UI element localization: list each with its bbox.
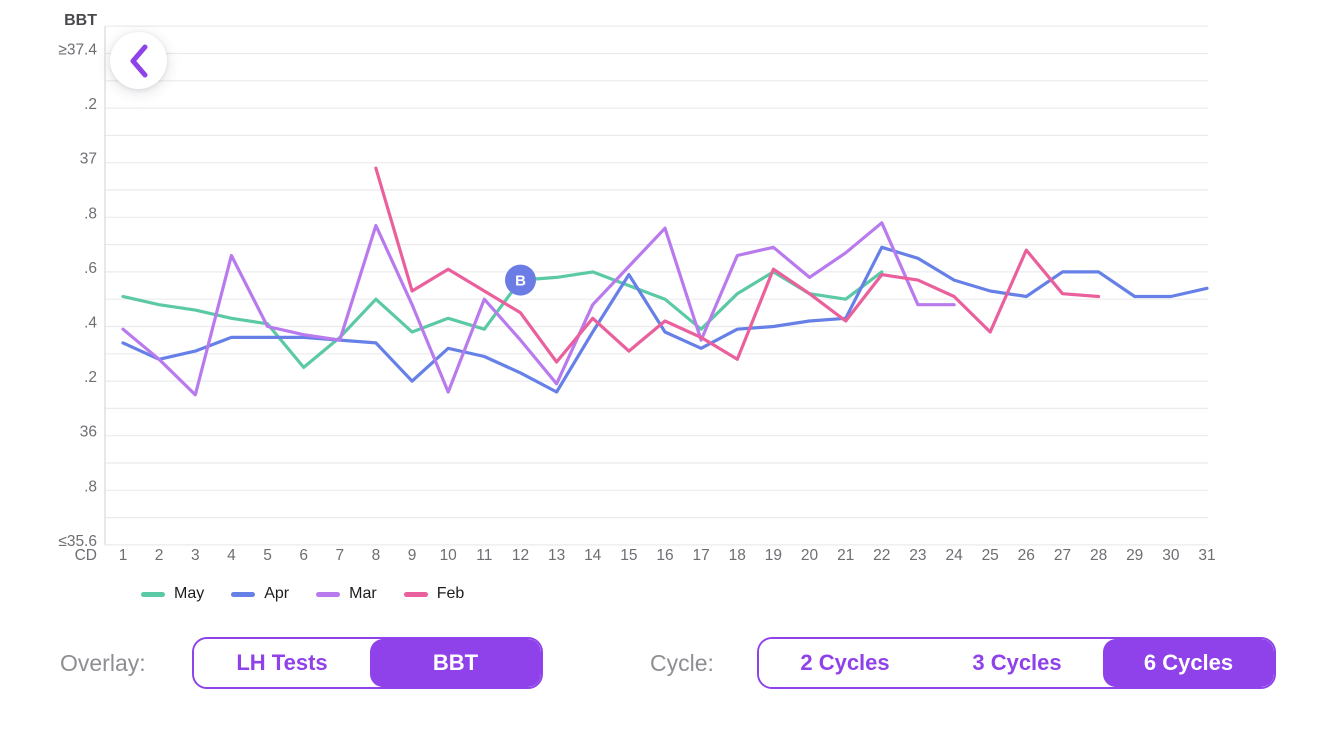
mar-series-swatch-icon (316, 591, 341, 597)
svg-text:.8: .8 (84, 205, 97, 222)
chevron-left-icon (130, 44, 147, 77)
svg-text:B: B (515, 273, 526, 290)
legend-label: Mar (349, 585, 377, 602)
feb-series-swatch-icon (403, 591, 428, 597)
svg-text:27: 27 (1054, 547, 1071, 564)
svg-text:20: 20 (801, 547, 819, 564)
svg-text:9: 9 (408, 547, 417, 564)
svg-text:.8: .8 (84, 478, 97, 495)
svg-text:5: 5 (263, 547, 272, 564)
svg-text:.6: .6 (84, 260, 97, 277)
svg-text:14: 14 (584, 547, 602, 564)
svg-text:CD: CD (75, 547, 97, 564)
may-series-swatch-icon (141, 591, 165, 597)
svg-text:29: 29 (1126, 547, 1143, 564)
svg-text:25: 25 (982, 547, 999, 564)
overlay-segmented-control: LH Tests BBT (192, 637, 543, 689)
apr-series-swatch-icon (231, 591, 256, 597)
svg-text:23: 23 (909, 547, 926, 564)
overlay-option-bbt[interactable]: BBT (370, 639, 541, 687)
svg-text:22: 22 (873, 547, 890, 564)
cycle-option-2-cycles[interactable]: 2 Cycles (759, 639, 931, 687)
overlay-option-lh-tests[interactable]: LH Tests (194, 639, 370, 687)
svg-text:12: 12 (512, 547, 529, 564)
cycle-label: Cycle: (650, 650, 714, 676)
svg-text:.2: .2 (84, 96, 97, 113)
cycle-segmented-control: 2 Cycles 3 Cycles 6 Cycles (757, 637, 1276, 689)
svg-text:≥37.4: ≥37.4 (58, 42, 97, 59)
svg-text:31: 31 (1198, 547, 1215, 564)
legend-item-may: May (141, 585, 204, 603)
svg-text:11: 11 (476, 547, 492, 564)
svg-text:.2: .2 (84, 369, 97, 386)
svg-text:16: 16 (656, 547, 673, 564)
bbt-chart[interactable]: BBT≥37.4.237.8.6.4.236.8≤35.6CD 1 2 3 4 5 6 7 8 9… (0, 0, 1334, 572)
svg-text:21: 21 (837, 547, 854, 564)
overlay-label: Overlay: (60, 650, 146, 676)
svg-text:8: 8 (372, 547, 381, 564)
svg-text:36: 36 (80, 424, 97, 441)
svg-text:3: 3 (191, 547, 200, 564)
back-button[interactable] (110, 32, 167, 89)
svg-text:24: 24 (945, 547, 963, 564)
svg-text:10: 10 (440, 547, 458, 564)
svg-text:26: 26 (1018, 547, 1035, 564)
svg-text:2: 2 (155, 547, 164, 564)
chart-legend: May Apr Mar Feb (141, 585, 464, 603)
cycle-option-6-cycles[interactable]: 6 Cycles (1103, 639, 1274, 687)
legend-label: May (174, 585, 205, 602)
legend-item-apr: Apr (231, 585, 289, 603)
svg-text:6: 6 (299, 547, 308, 564)
svg-text:18: 18 (729, 547, 746, 564)
svg-text:4: 4 (227, 547, 236, 564)
svg-text:≤35.6: ≤35.6 (58, 533, 97, 550)
svg-text:1: 1 (119, 547, 128, 564)
bbt-day-marker: B (505, 264, 536, 296)
svg-text:7: 7 (335, 547, 344, 564)
svg-text:37: 37 (80, 151, 97, 168)
legend-label: Feb (436, 585, 465, 602)
svg-text:13: 13 (548, 547, 565, 564)
svg-text:.4: .4 (84, 315, 97, 332)
legend-label: Apr (264, 585, 290, 602)
cycle-option-3-cycles[interactable]: 3 Cycles (931, 639, 1103, 687)
legend-item-feb: Feb (403, 585, 465, 603)
legend-item-mar: Mar (316, 585, 377, 603)
svg-text:17: 17 (692, 547, 709, 564)
svg-text:28: 28 (1090, 547, 1107, 564)
svg-text:15: 15 (620, 547, 637, 564)
svg-text:19: 19 (765, 547, 782, 564)
svg-text:30: 30 (1162, 547, 1180, 564)
svg-text:BBT: BBT (64, 12, 97, 29)
